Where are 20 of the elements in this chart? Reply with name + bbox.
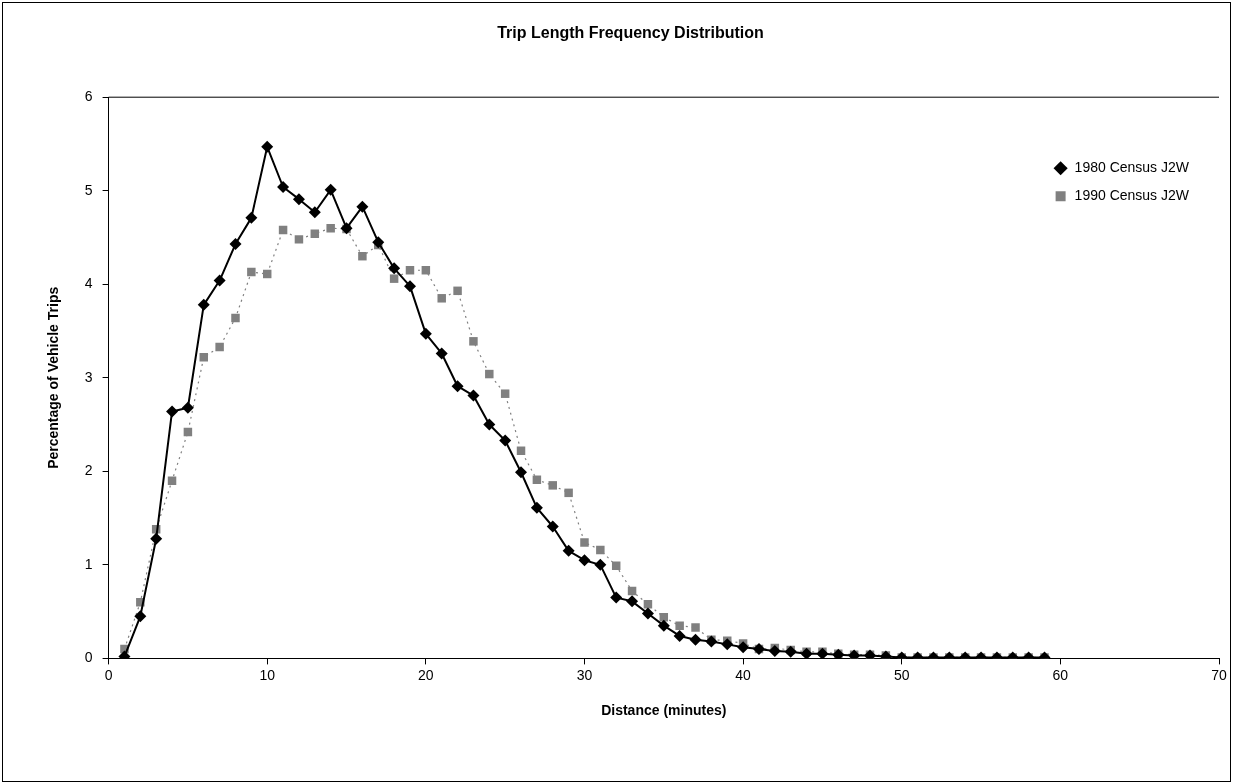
x-tick-label: 60 — [1052, 666, 1069, 683]
x-tick-label: 20 — [418, 666, 434, 683]
x-tick-label: 70 — [1211, 666, 1227, 683]
chart-title: Trip Length Frequency Distribution — [497, 24, 764, 42]
legend-label: 1980 Census J2W — [1074, 159, 1190, 176]
y-tick-label: 3 — [84, 368, 93, 385]
x-tick-label: 50 — [893, 666, 910, 683]
y-tick-label: 2 — [84, 462, 93, 479]
y-tick-label: 5 — [84, 181, 93, 198]
x-axis-title: Distance (minutes) — [601, 702, 727, 719]
x-tick-label: 30 — [576, 666, 593, 683]
y-tick-label: 0 — [84, 649, 93, 666]
x-tick-label: 40 — [735, 666, 752, 683]
y-tick-label: 6 — [84, 88, 93, 105]
legend-label: 1990 Census J2W — [1074, 187, 1190, 204]
x-tick-label: 0 — [104, 666, 113, 683]
y-tick-label: 4 — [84, 275, 93, 292]
x-tick-label: 10 — [259, 666, 276, 683]
y-tick-label: 1 — [84, 555, 93, 572]
y-axis-title: Percentage of Vehicle Trips — [45, 286, 62, 469]
